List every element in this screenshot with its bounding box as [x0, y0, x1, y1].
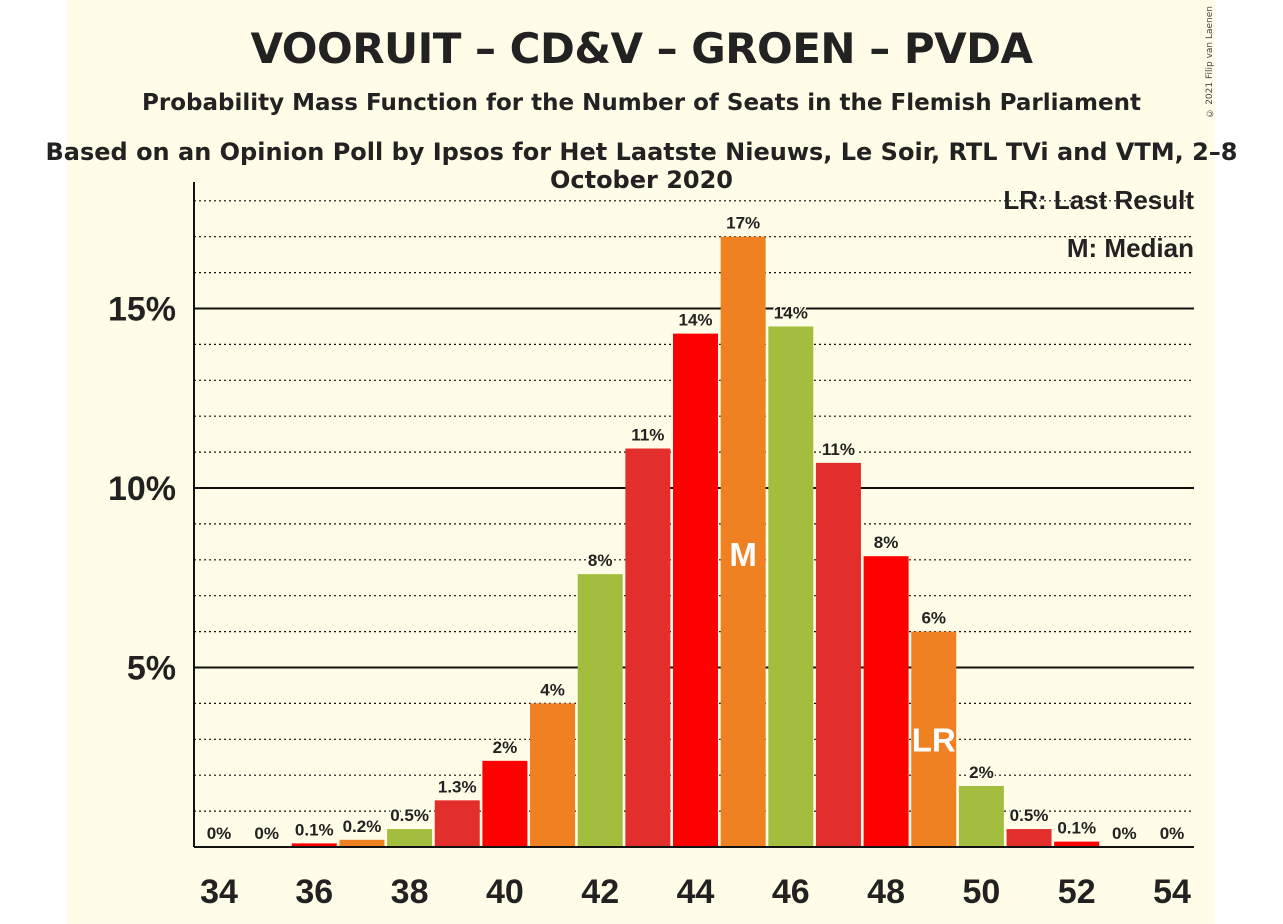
chart-title: VOORUIT – CD&V – GROEN – PVDA — [250, 24, 1033, 73]
chart-subtitle: Probability Mass Function for the Number… — [142, 90, 1141, 116]
data-label-47: 11% — [822, 440, 855, 459]
bars — [291, 236, 1100, 847]
x-tick-label: 36 — [295, 873, 333, 911]
data-label-46: 14% — [774, 303, 808, 322]
bar-44 — [673, 333, 718, 847]
data-label-54: 0% — [1160, 824, 1185, 843]
data-label-41: 4% — [540, 680, 565, 699]
data-label-35: 0% — [254, 824, 279, 843]
median-marker: M — [729, 536, 757, 573]
bar-46 — [768, 326, 814, 847]
bar-42 — [577, 574, 623, 847]
x-tick-label: 50 — [962, 873, 1000, 911]
bar-47 — [815, 462, 861, 847]
bar-50 — [958, 785, 1004, 847]
bar-48 — [863, 556, 909, 847]
x-tick-label: 52 — [1058, 873, 1096, 911]
data-labels: 0% 0% 0.1% 0.2% 0.5% 1.3% 2% 4% 8% 11% 14% 17% 14% 11… — [205, 212, 1186, 844]
data-label-37: 0.2% — [343, 817, 382, 836]
x-tick-label: 46 — [772, 873, 810, 911]
bar-38 — [387, 829, 433, 847]
last-result-marker: LR — [912, 721, 956, 758]
x-tick-label: 40 — [486, 873, 524, 911]
data-label-39: 1.3% — [438, 777, 477, 796]
bar-49 — [911, 631, 957, 847]
data-label-48: 8% — [874, 533, 899, 552]
data-label-51: 0.5% — [1010, 806, 1049, 825]
data-label-53: 0% — [1112, 824, 1137, 843]
bar-40 — [482, 760, 528, 847]
chart-source: Based on an Opinion Poll by Ipsos for He… — [45, 138, 1238, 194]
bar-51 — [1006, 829, 1052, 847]
x-tick-label: 44 — [677, 873, 715, 911]
data-label-45: 17% — [726, 214, 760, 233]
data-label-42: 8% — [588, 551, 613, 570]
data-label-44: 14% — [678, 311, 712, 330]
data-label-40: 2% — [493, 738, 518, 757]
data-label-36: 0.1% — [295, 820, 334, 839]
data-label-50: 2% — [969, 763, 994, 782]
data-label-34: 0% — [207, 824, 232, 843]
x-tick-label: 54 — [1153, 873, 1191, 911]
x-tick-label: 42 — [581, 873, 619, 911]
bar-43 — [625, 448, 671, 847]
y-tick-label: 5% — [127, 650, 176, 688]
data-label-52: 0.1% — [1057, 819, 1096, 838]
y-tick-label: 15% — [108, 291, 176, 329]
axes: 5% 10% 15% 34 36 38 40 42 44 46 48 50 52 54 — [108, 182, 1194, 911]
y-tick-label: 10% — [108, 470, 176, 508]
bar-39 — [434, 800, 480, 847]
bar-52 — [1054, 841, 1100, 847]
data-label-43: 11% — [631, 426, 664, 445]
bar-45 — [720, 236, 766, 847]
x-tick-label: 34 — [200, 873, 238, 911]
x-tick-label: 48 — [867, 873, 905, 911]
legend-median: M: Median — [1067, 233, 1194, 263]
bar-41 — [530, 703, 576, 847]
legend-last-result: LR: Last Result — [1003, 185, 1194, 215]
x-tick-label: 38 — [391, 873, 429, 911]
data-label-49: 6% — [921, 609, 946, 628]
bar-36 — [291, 843, 337, 847]
bar-37 — [339, 839, 385, 847]
data-label-38: 0.5% — [390, 806, 429, 825]
